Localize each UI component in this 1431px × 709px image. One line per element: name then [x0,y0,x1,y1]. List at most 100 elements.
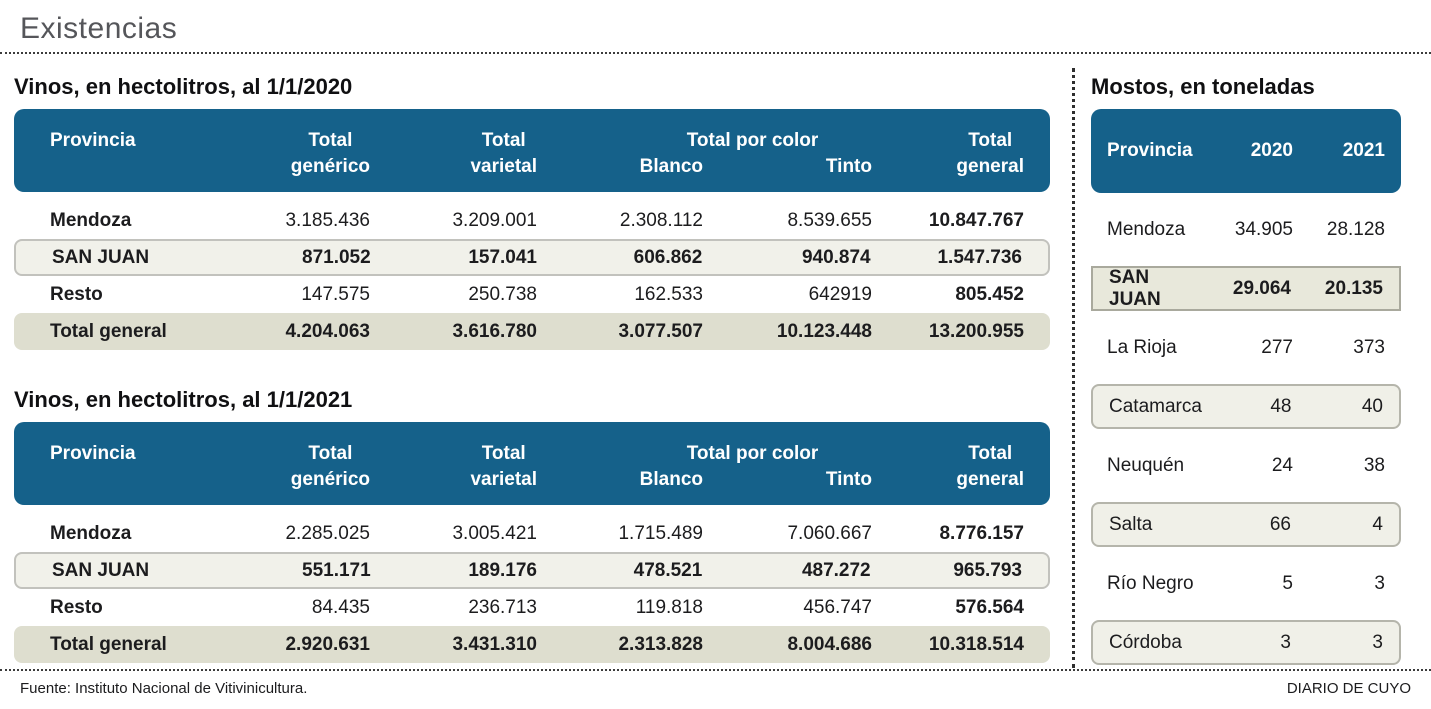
mostos-panel: Mostos, en toneladas Provincia 2020 2021… [1091,74,1401,669]
table-row-la-rioja: La Rioja 277 373 [1091,325,1401,370]
header-line: genérico [290,156,370,177]
table-row-rio-negro: Río Negro 5 3 [1091,561,1401,606]
main-content: Vinos, en hectolitros, al 1/1/2020 Provi… [0,54,1431,669]
table-title: Mostos, en toneladas [1091,74,1315,99]
cell-province: Catamarca [1109,395,1202,417]
cell-2021: 38 [1363,454,1385,476]
cell-province: SAN JUAN [52,246,150,268]
cell-blanco: 162.533 [634,283,703,305]
header-line: Total [481,443,526,464]
table-row-san-juan: SAN JUAN 551.171 189.176 478.521 487.272… [14,552,1050,589]
cell-province: Resto [50,596,103,618]
cell-total-varietal: 3.431.310 [452,633,537,655]
header-line: general [956,156,1024,177]
cell-total-general: 10.847.767 [928,209,1024,231]
header-total-por-color-group: Total por color Blanco Tinto [537,128,872,180]
cell-total-general: 805.452 [955,283,1024,305]
cell-2020: 277 [1261,336,1293,358]
table-row-total-general: Total general 4.204.063 3.616.780 3.077.… [14,313,1050,350]
cell-2020: 34.905 [1234,218,1293,240]
cell-province: Total general [50,633,167,655]
header-total-varietal: Total varietal [370,441,537,493]
header-total-generico: Total genérico [204,128,370,180]
header-tinto: Tinto [825,469,872,490]
table-row-neuquen: Neuquén 24 38 [1091,443,1401,488]
cell-total-varietal: 3.005.421 [452,522,537,544]
cell-2020: 66 [1269,513,1291,535]
cell-total-generico: 871.052 [302,246,371,268]
cell-tinto: 10.123.448 [776,320,872,342]
cell-total-varietal: 3.616.780 [452,320,537,342]
cell-province: Total general [50,320,167,342]
cell-total-general: 13.200.955 [928,320,1024,342]
header-total-general-text: Total general [956,128,1024,180]
masthead: Existencias [0,0,1431,54]
cell-province: SAN JUAN [52,559,150,581]
header-total-varietal-text: Total varietal [470,128,537,180]
cell-province: Mendoza [50,522,132,544]
cell-2021: 28.128 [1326,218,1385,240]
table-row-resto: Resto 84.435 236.713 119.818 456.747 576… [14,589,1050,626]
cell-province: SAN JUAN [1109,266,1161,310]
cell-total-generico: 84.435 [311,596,370,618]
table-row-cordoba: Córdoba 3 3 [1091,620,1401,665]
column-header-row: Provincia 2020 2021 [1091,109,1401,193]
wine-tables-column: Vinos, en hectolitros, al 1/1/2020 Provi… [14,74,1050,669]
header-total-general-text: Total general [956,441,1024,493]
cell-2021: 3 [1374,572,1385,594]
header-blanco: Blanco [639,469,703,490]
header-provincia: Provincia [1107,140,1193,161]
cell-blanco: 3.077.507 [618,320,703,342]
cell-total-varietal: 250.738 [468,283,537,305]
cell-total-general: 10.318.514 [928,633,1024,655]
table-row-salta: Salta 66 4 [1091,502,1401,547]
header-total-varietal-text: Total varietal [470,441,537,493]
cell-total-generico: 3.185.436 [285,209,370,231]
table-row-resto: Resto 147.575 250.738 162.533 642919 805… [14,276,1050,313]
cell-blanco: 2.313.828 [618,633,703,655]
cell-tinto: 456.747 [803,596,872,618]
header-line: Total [308,130,353,151]
header-provincia: Provincia [50,443,136,464]
cell-2021: 4 [1372,513,1383,535]
cell-blanco: 478.521 [633,559,703,581]
cell-total-varietal: 236.713 [468,596,537,618]
header-total-varietal: Total varietal [370,128,537,180]
cell-blanco: 2.308.112 [619,209,703,231]
cell-tinto: 642919 [808,283,872,305]
cell-2021: 40 [1361,395,1383,417]
cell-total-generico: 2.285.025 [285,522,370,544]
cell-tinto: 8.004.686 [787,633,872,655]
wine-table-2020: Vinos, en hectolitros, al 1/1/2020 Provi… [14,74,1050,350]
header-tinto: Tinto [825,156,872,177]
cell-total-varietal: 157.041 [468,246,537,268]
header-blanco: Blanco [639,156,703,177]
table-row-total-general: Total general 2.920.631 3.431.310 2.313.… [14,626,1050,663]
footer: Fuente: Instituto Nacional de Vitivinicu… [0,669,1431,709]
table-title: Vinos, en hectolitros, al 1/1/2020 [14,74,353,99]
cell-total-generico: 551.171 [302,559,371,581]
cell-tinto: 487.272 [801,559,871,581]
cell-tinto: 7.060.667 [787,522,872,544]
cell-province: Río Negro [1107,572,1194,594]
column-header-row: Provincia Total genérico Total varietal To… [14,422,1050,505]
header-total-por-color: Total por color [686,443,819,464]
header-color-subcolumns: Blanco Tinto [537,467,872,493]
cell-province: Mendoza [50,209,132,231]
brand-note: DIARIO DE CUYO [1286,680,1411,697]
header-total-generico-text: Total genérico [291,128,370,180]
page-title: Existencias [20,12,178,45]
cell-total-general: 8.776.157 [939,522,1024,544]
header-line: varietal [470,156,537,177]
table-row-mendoza: Mendoza 3.185.436 3.209.001 2.308.112 8.… [14,202,1050,239]
header-2021: 2021 [1342,140,1385,161]
wine-table-2021: Vinos, en hectolitros, al 1/1/2021 Provi… [14,387,1050,663]
table-row-san-juan: SAN JUAN 871.052 157.041 606.862 940.874… [14,239,1050,276]
header-total-general: Total general [872,441,1050,493]
header-line: general [956,469,1024,490]
header-total-generico: Total genérico [204,441,370,493]
cell-2020: 5 [1282,572,1293,594]
header-line: varietal [470,469,537,490]
header-line: Total [968,130,1013,151]
cell-province: Resto [50,283,103,305]
